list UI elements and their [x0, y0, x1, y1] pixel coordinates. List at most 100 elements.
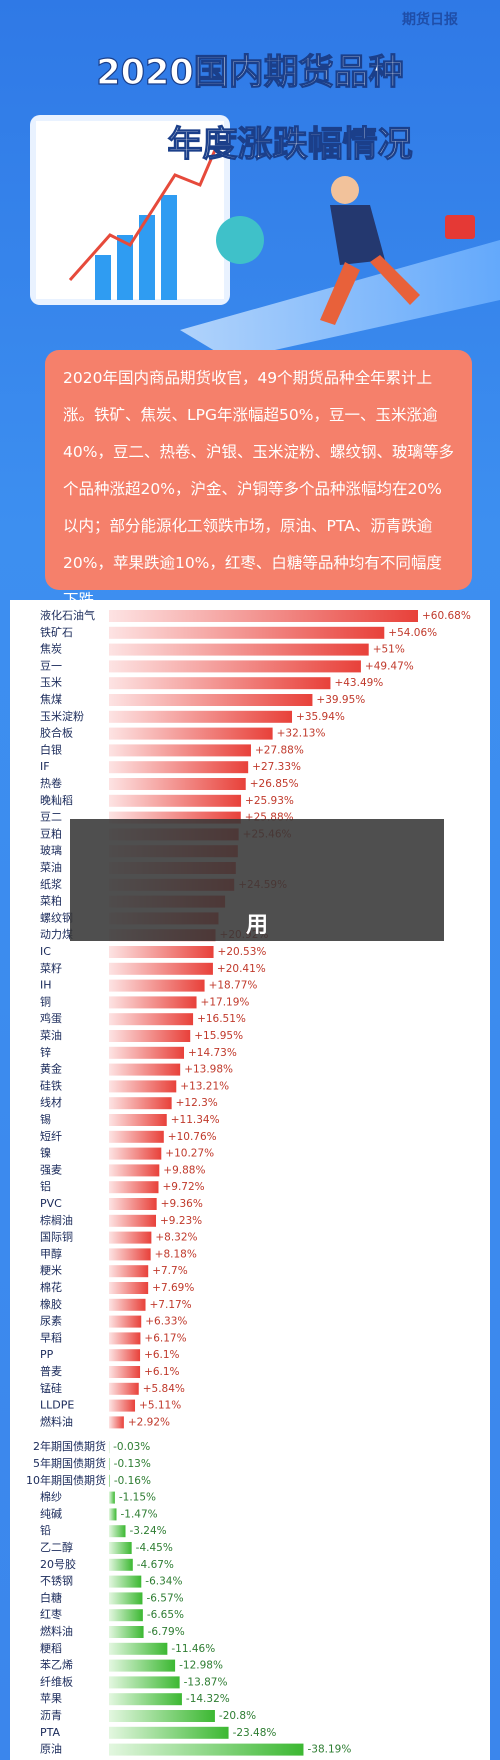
value-label: -0.13%	[114, 1458, 151, 1470]
bar	[109, 1282, 149, 1294]
category-label: 铝	[40, 1179, 51, 1193]
bar	[109, 1164, 160, 1177]
value-label: -23.48%	[233, 1727, 277, 1739]
bar	[109, 1525, 126, 1538]
category-label: 国际铜	[40, 1230, 73, 1244]
header: 期货日报 2020国内期货品种 年度涨跌幅情况	[30, 11, 500, 360]
bar	[109, 1198, 157, 1210]
bar	[109, 1416, 124, 1429]
value-label: +15.95%	[194, 1030, 243, 1042]
value-label: +6.33%	[145, 1316, 187, 1328]
bar	[109, 1491, 115, 1504]
category-label: 强麦	[40, 1163, 62, 1176]
chart-panel	[10, 600, 490, 1760]
category-label: 豆二	[40, 811, 62, 824]
bar	[109, 1080, 177, 1093]
bar	[109, 1592, 143, 1605]
bar	[109, 1558, 133, 1571]
value-label: +25.93%	[245, 795, 294, 807]
bar	[109, 1013, 194, 1026]
bar	[109, 1349, 141, 1362]
bar	[109, 694, 313, 706]
bar	[109, 794, 242, 807]
value-label: +2.92%	[128, 1416, 170, 1428]
value-label: +49.47%	[365, 660, 414, 672]
category-label: PVC	[40, 1197, 62, 1210]
category-label: PP	[40, 1348, 54, 1361]
value-label: -6.65%	[147, 1609, 184, 1621]
category-label: 早稻	[40, 1331, 62, 1344]
logo: 期货日报	[402, 11, 458, 28]
category-label: IF	[40, 760, 50, 773]
category-label: 豆一	[40, 659, 62, 672]
value-label: -3.24%	[129, 1525, 166, 1537]
category-label: 白银	[40, 742, 62, 756]
category-label: 10年期国债期货	[26, 1473, 106, 1487]
category-label: 鸡蛋	[40, 1011, 62, 1025]
title-line-1: 2020国内期货品种	[96, 53, 403, 93]
category-label: 棉花	[40, 1280, 62, 1294]
category-label: 橡胶	[40, 1297, 62, 1311]
category-label: 螺纹钢	[40, 910, 73, 924]
bar	[109, 1231, 152, 1244]
category-label: 尿素	[40, 1315, 62, 1328]
overlay-box: 用	[70, 819, 444, 941]
category-label: 铜	[40, 994, 51, 1008]
bar	[109, 1726, 229, 1739]
value-label: +10.27%	[165, 1148, 214, 1160]
summary-text: 2020年国内商品期货收官，49个期货品种全年累计上涨。铁矿、焦炭、LPG年涨幅…	[63, 369, 454, 609]
title-line-2: 年度涨跌幅情况	[167, 125, 412, 165]
category-label: 5年期国债期货	[33, 1456, 106, 1470]
category-label: 锰硅	[40, 1381, 62, 1395]
value-label: +10.76%	[168, 1131, 217, 1143]
bar	[109, 979, 205, 992]
value-label: +13.98%	[184, 1064, 233, 1076]
value-label: +6.17%	[144, 1332, 186, 1344]
value-label: +39.95%	[316, 694, 365, 706]
value-label: -6.79%	[148, 1626, 185, 1638]
value-label: +32.13%	[277, 728, 326, 740]
value-label: +54.06%	[388, 627, 437, 639]
trend-line	[68, 149, 217, 281]
bar	[109, 1508, 117, 1521]
value-label: +18.77%	[209, 980, 258, 992]
value-label: +6.1%	[144, 1366, 179, 1378]
value-label: -0.03%	[113, 1441, 150, 1453]
category-label: 锌	[40, 1045, 51, 1059]
category-label: 玻璃	[40, 843, 62, 857]
bar	[109, 1693, 182, 1706]
value-label: +27.88%	[255, 744, 304, 756]
value-label: +7.17%	[150, 1299, 192, 1311]
summary-box: 2020年国内商品期货收官，49个期货品种全年累计上涨。铁矿、焦炭、LPG年涨幅…	[45, 350, 472, 609]
category-label: 锡	[40, 1112, 51, 1126]
bar	[109, 1366, 141, 1378]
value-label: +17.19%	[201, 996, 250, 1008]
value-label: -12.98%	[179, 1660, 223, 1672]
value-label: -6.34%	[145, 1576, 182, 1588]
category-label: 菜油	[40, 860, 62, 874]
category-label: 燃料油	[40, 1414, 73, 1428]
bar	[109, 946, 214, 958]
bar	[109, 1248, 151, 1261]
bar	[109, 1382, 139, 1395]
value-label: +16.51%	[197, 1013, 246, 1025]
value-label: +7.69%	[152, 1282, 194, 1294]
category-label: 豆粕	[40, 826, 62, 840]
category-label: 玉米	[40, 676, 62, 689]
value-label: +13.21%	[180, 1080, 229, 1092]
bar	[109, 1542, 132, 1554]
value-label: +51%	[373, 644, 405, 656]
bar	[109, 1046, 185, 1059]
value-label: -20.8%	[219, 1710, 256, 1722]
bar	[109, 1097, 172, 1110]
value-label: -38.19%	[307, 1744, 351, 1756]
bar	[109, 1575, 142, 1588]
category-label: 黄金	[40, 1062, 62, 1076]
bar	[109, 1114, 167, 1126]
bar	[109, 1315, 142, 1328]
category-label: LLDPE	[40, 1399, 74, 1412]
bar	[109, 1458, 110, 1470]
value-label: -4.45%	[136, 1542, 173, 1554]
category-label: IH	[40, 979, 52, 992]
category-label: 棕榈油	[40, 1213, 73, 1227]
